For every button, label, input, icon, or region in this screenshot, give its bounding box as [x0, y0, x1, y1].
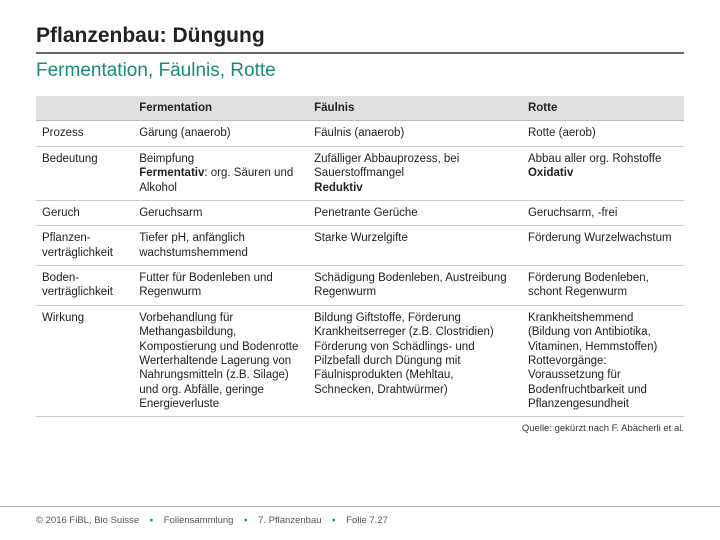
separator-icon: ▪ [150, 515, 153, 526]
comparison-table: Fermentation Fäulnis Rotte ProzessGärung… [36, 96, 684, 417]
cell-rotte: Förderung Bodenleben, schont Regenwurm [522, 266, 684, 306]
footer-crumb-2: 7. Pflanzenbau [258, 515, 321, 526]
page-subtitle: Fermentation, Fäulnis, Rotte [36, 60, 684, 82]
cell-faeulnis: Starke Wurzelgifte [308, 226, 522, 266]
col-header-fermentation: Fermentation [133, 96, 308, 121]
cell-fermentation: Vorbehandlung für Methangasbildung, Komp… [133, 305, 308, 417]
row-label: Pflanzen-verträglichkeit [36, 226, 133, 266]
table-row: GeruchGeruchsarmPenetrante GerücheGeruch… [36, 200, 684, 225]
cell-faeulnis: Schädigung Bodenleben, Austreibung Regen… [308, 266, 522, 306]
source-note: Quelle: gekürzt nach F. Abächerli et al. [36, 423, 684, 434]
page-title: Pflanzenbau: Düngung [36, 24, 684, 54]
cell-faeulnis: Fäulnis (anaerob) [308, 121, 522, 146]
table-row: BedeutungBeimpfungFermentativ: org. Säur… [36, 146, 684, 200]
cell-fermentation: BeimpfungFermentativ: org. Säuren und Al… [133, 146, 308, 200]
cell-rotte: Geruchsarm, -frei [522, 200, 684, 225]
row-label: Geruch [36, 200, 133, 225]
cell-rotte: Förderung Wurzelwachstum [522, 226, 684, 266]
cell-fermentation: Gärung (anaerob) [133, 121, 308, 146]
table-row: ProzessGärung (anaerob)Fäulnis (anaerob)… [36, 121, 684, 146]
row-label: Wirkung [36, 305, 133, 417]
footer-crumb-3: Folie 7.27 [346, 515, 388, 526]
footer-crumb-1: Foliensammlung [164, 515, 234, 526]
table-row: Pflanzen-verträglichkeitTiefer pH, anfän… [36, 226, 684, 266]
table-body: ProzessGärung (anaerob)Fäulnis (anaerob)… [36, 121, 684, 417]
col-header-faeulnis: Fäulnis [308, 96, 522, 121]
separator-icon: ▪ [244, 515, 247, 526]
cell-faeulnis: Bildung Giftstoffe, Förderung Krankheits… [308, 305, 522, 417]
col-header-rotte: Rotte [522, 96, 684, 121]
table-row: WirkungVorbehandlung für Methangasbildun… [36, 305, 684, 417]
row-label: Bedeutung [36, 146, 133, 200]
cell-rotte: Abbau aller org. RohstoffeOxidativ [522, 146, 684, 200]
table-row: Boden-verträglichkeitFutter für Bodenleb… [36, 266, 684, 306]
footer-copyright: © 2016 FiBL, Bio Suisse [36, 515, 139, 526]
cell-fermentation: Futter für Bodenleben und Regenwurm [133, 266, 308, 306]
table-header-row: Fermentation Fäulnis Rotte [36, 96, 684, 121]
separator-icon: ▪ [332, 515, 335, 526]
footer: © 2016 FiBL, Bio Suisse ▪ Foliensammlung… [0, 506, 720, 526]
row-label: Boden-verträglichkeit [36, 266, 133, 306]
cell-rotte: Krankheitshemmend (Bildung von Antibioti… [522, 305, 684, 417]
col-header-blank [36, 96, 133, 121]
cell-fermentation: Tiefer pH, anfänglich wachstumshemmend [133, 226, 308, 266]
cell-faeulnis: Zufälliger Abbauprozess, bei Sauerstoffm… [308, 146, 522, 200]
cell-fermentation: Geruchsarm [133, 200, 308, 225]
cell-rotte: Rotte (aerob) [522, 121, 684, 146]
slide: Pflanzenbau: Düngung Fermentation, Fäuln… [0, 0, 720, 540]
row-label: Prozess [36, 121, 133, 146]
cell-faeulnis: Penetrante Gerüche [308, 200, 522, 225]
